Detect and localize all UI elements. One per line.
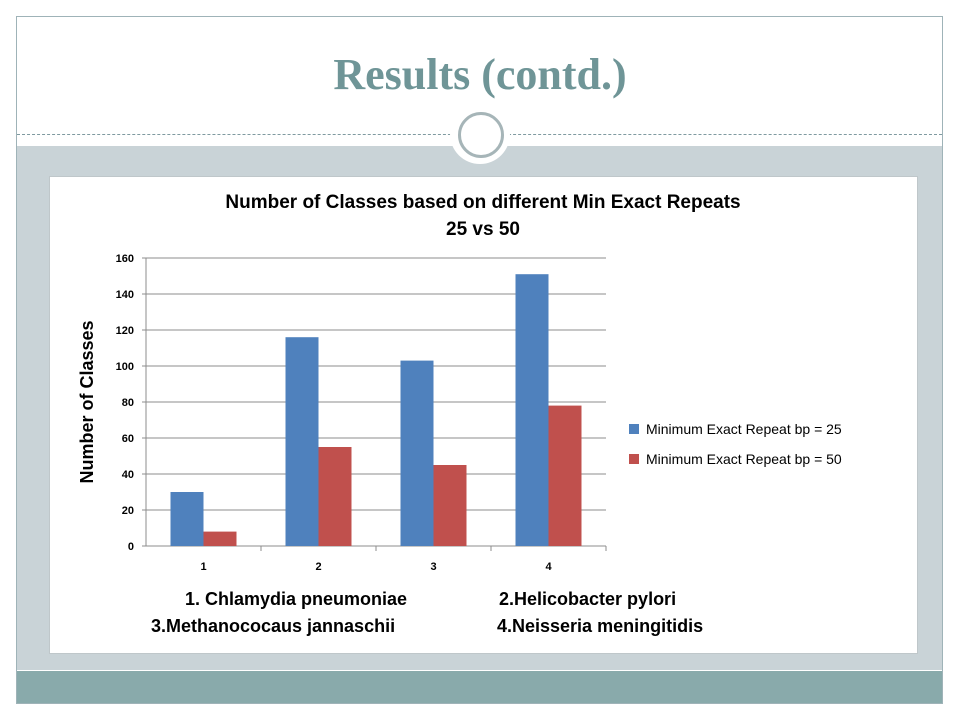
y-tick-label: 160 bbox=[116, 253, 134, 265]
y-tick-label: 60 bbox=[122, 433, 134, 445]
y-tick-label: 40 bbox=[122, 469, 134, 481]
y-tick-label: 140 bbox=[116, 289, 134, 301]
category-key-2: 2.Helicobacter pylori bbox=[499, 589, 676, 609]
legend-label-2: Minimum Exact Repeat bp = 50 bbox=[646, 451, 842, 467]
x-tick-label: 4 bbox=[545, 561, 552, 573]
y-tick-label: 100 bbox=[116, 361, 134, 373]
legend-swatch-2 bbox=[629, 454, 639, 464]
y-tick-label: 80 bbox=[122, 397, 134, 409]
bar-series1-cat3 bbox=[400, 360, 434, 546]
footer-band bbox=[17, 671, 942, 703]
bars bbox=[170, 274, 582, 546]
x-tick-label: 2 bbox=[315, 561, 321, 573]
slide-title: Results (contd.) bbox=[333, 50, 627, 99]
x-tick-label: 1 bbox=[200, 561, 206, 573]
y-tick-label: 20 bbox=[122, 505, 134, 517]
bar-chart: Number of Classes based on different Min… bbox=[77, 192, 842, 636]
bar-series2-cat1 bbox=[203, 531, 237, 546]
category-key-3: 3.Methanococaus jannaschii bbox=[151, 616, 395, 636]
decorative-ring-icon bbox=[458, 112, 504, 158]
chart-title-line1: Number of Classes based on different Min… bbox=[225, 192, 740, 213]
category-key-4: 4.Neisseria meningitidis bbox=[497, 616, 703, 636]
legend-label-1: Minimum Exact Repeat bp = 25 bbox=[646, 421, 842, 437]
bar-series2-cat2 bbox=[318, 447, 352, 546]
y-axis-label: Number of Classes bbox=[77, 320, 97, 483]
chart-title-line2: 25 vs 50 bbox=[446, 219, 520, 240]
category-key-1: 1. Chlamydia pneumoniae bbox=[185, 589, 407, 609]
legend: Minimum Exact Repeat bp = 25 Minimum Exac… bbox=[629, 421, 842, 467]
bar-series2-cat4 bbox=[548, 405, 582, 546]
bar-series1-cat2 bbox=[285, 337, 319, 546]
bar-series2-cat3 bbox=[433, 465, 467, 546]
chart-panel bbox=[49, 176, 918, 654]
axis-ticks: 0 20 40 60 80 100 120 140 160 1 2 3 4 bbox=[116, 253, 553, 573]
bar-series1-cat4 bbox=[515, 274, 549, 546]
y-tick-label: 120 bbox=[116, 325, 134, 337]
y-tick-label: 0 bbox=[128, 541, 134, 553]
x-tick-label: 3 bbox=[430, 561, 436, 573]
bar-series1-cat1 bbox=[170, 492, 204, 546]
legend-swatch-1 bbox=[629, 424, 639, 434]
